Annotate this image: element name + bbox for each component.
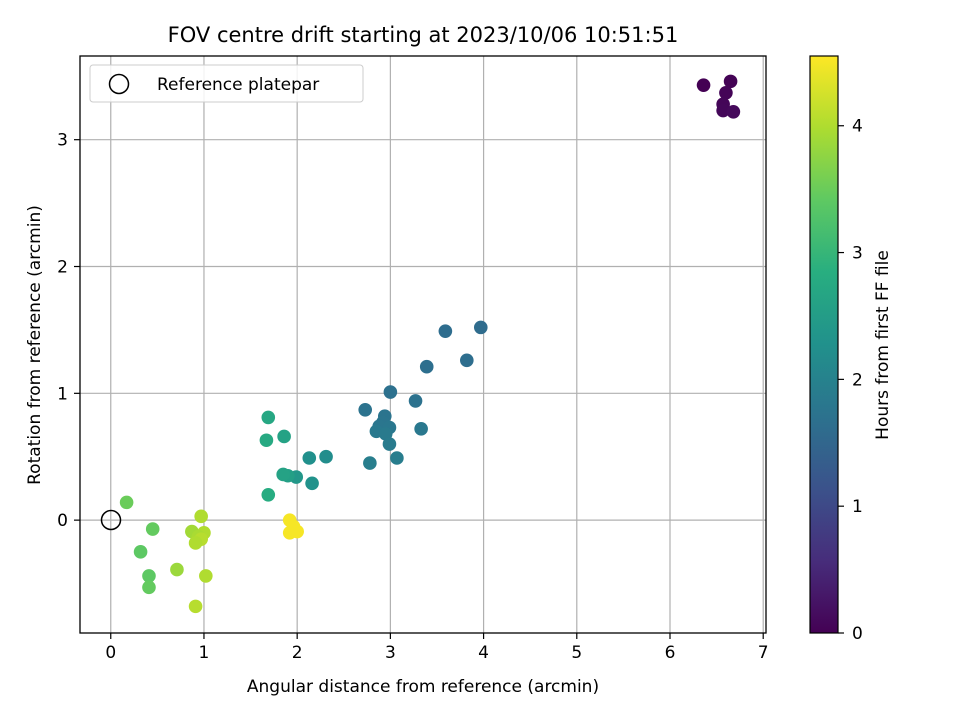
y-tick-label: 3 — [57, 131, 68, 151]
data-point — [259, 433, 274, 448]
x-tick-label: 4 — [478, 643, 489, 663]
data-point — [438, 324, 453, 338]
data-point — [473, 320, 488, 335]
legend-box — [89, 64, 364, 103]
data-point — [383, 385, 398, 399]
data-points — [119, 74, 741, 614]
data-point — [119, 495, 134, 510]
x-axis-label: Angular distance from reference (arcmin) — [247, 677, 599, 697]
x-tick-label: 7 — [758, 643, 769, 663]
x-tick-label: 5 — [571, 643, 582, 663]
y-axis-label: Rotation from reference (arcmin) — [25, 205, 45, 485]
data-point — [142, 580, 156, 595]
data-point — [194, 509, 208, 524]
colorbar: 0 1 2 3 4 Hours from first FF file — [809, 55, 893, 644]
x-tick-label: 1 — [199, 643, 210, 663]
plot-frame — [79, 55, 767, 634]
legend: Reference platepar — [89, 64, 364, 103]
reference-platepar-marker — [100, 509, 122, 531]
data-point — [188, 536, 203, 550]
chart-title: FOV centre drift starting at 2023/10/06 … — [168, 23, 679, 47]
legend-label: Reference platepar — [157, 75, 319, 95]
data-point — [460, 353, 474, 368]
data-point — [358, 403, 373, 417]
data-point — [696, 78, 711, 92]
colorbar-gradient — [809, 55, 839, 634]
data-point — [719, 85, 733, 100]
colorbar-tick-label: 1 — [852, 497, 863, 517]
data-point — [261, 487, 276, 502]
colorbar-label: Hours from first FF file — [873, 250, 893, 440]
x-tick-label: 0 — [105, 643, 116, 663]
x-axis-ticks: 0 1 2 3 4 5 6 7 — [105, 633, 769, 663]
data-point — [408, 394, 423, 408]
y-tick-label: 2 — [57, 258, 68, 278]
data-point — [276, 467, 290, 482]
y-tick-label: 0 — [57, 511, 68, 531]
data-point — [723, 74, 738, 89]
x-tick-label: 2 — [292, 643, 303, 663]
data-point — [382, 437, 397, 451]
x-tick-label: 3 — [385, 643, 396, 663]
data-point — [302, 451, 317, 465]
data-point — [277, 429, 291, 444]
data-point — [363, 456, 377, 470]
colorbar-tick-label: 0 — [852, 624, 863, 644]
colorbar-tick-label: 4 — [852, 117, 863, 137]
grid-lines — [80, 56, 766, 633]
data-point — [170, 562, 184, 577]
colorbar-tick-label: 2 — [852, 370, 863, 390]
legend-marker-icon — [108, 73, 130, 95]
data-point — [142, 569, 156, 583]
x-tick-label: 6 — [665, 643, 676, 663]
data-point — [726, 104, 741, 119]
data-point — [145, 522, 160, 536]
data-point — [414, 422, 428, 436]
data-point — [261, 410, 276, 425]
data-point — [319, 449, 333, 464]
data-point — [282, 526, 297, 540]
data-point — [199, 569, 213, 583]
data-point — [188, 599, 203, 614]
y-tick-label: 1 — [57, 384, 68, 404]
data-point — [716, 103, 730, 118]
colorbar-tick-label: 3 — [852, 244, 863, 264]
y-axis-ticks: 0 1 2 3 — [57, 131, 80, 531]
data-point — [390, 451, 404, 465]
data-point — [133, 545, 148, 559]
data-point — [419, 359, 434, 374]
colorbar-ticks: 0 1 2 3 4 — [838, 117, 863, 644]
data-point — [305, 476, 319, 491]
